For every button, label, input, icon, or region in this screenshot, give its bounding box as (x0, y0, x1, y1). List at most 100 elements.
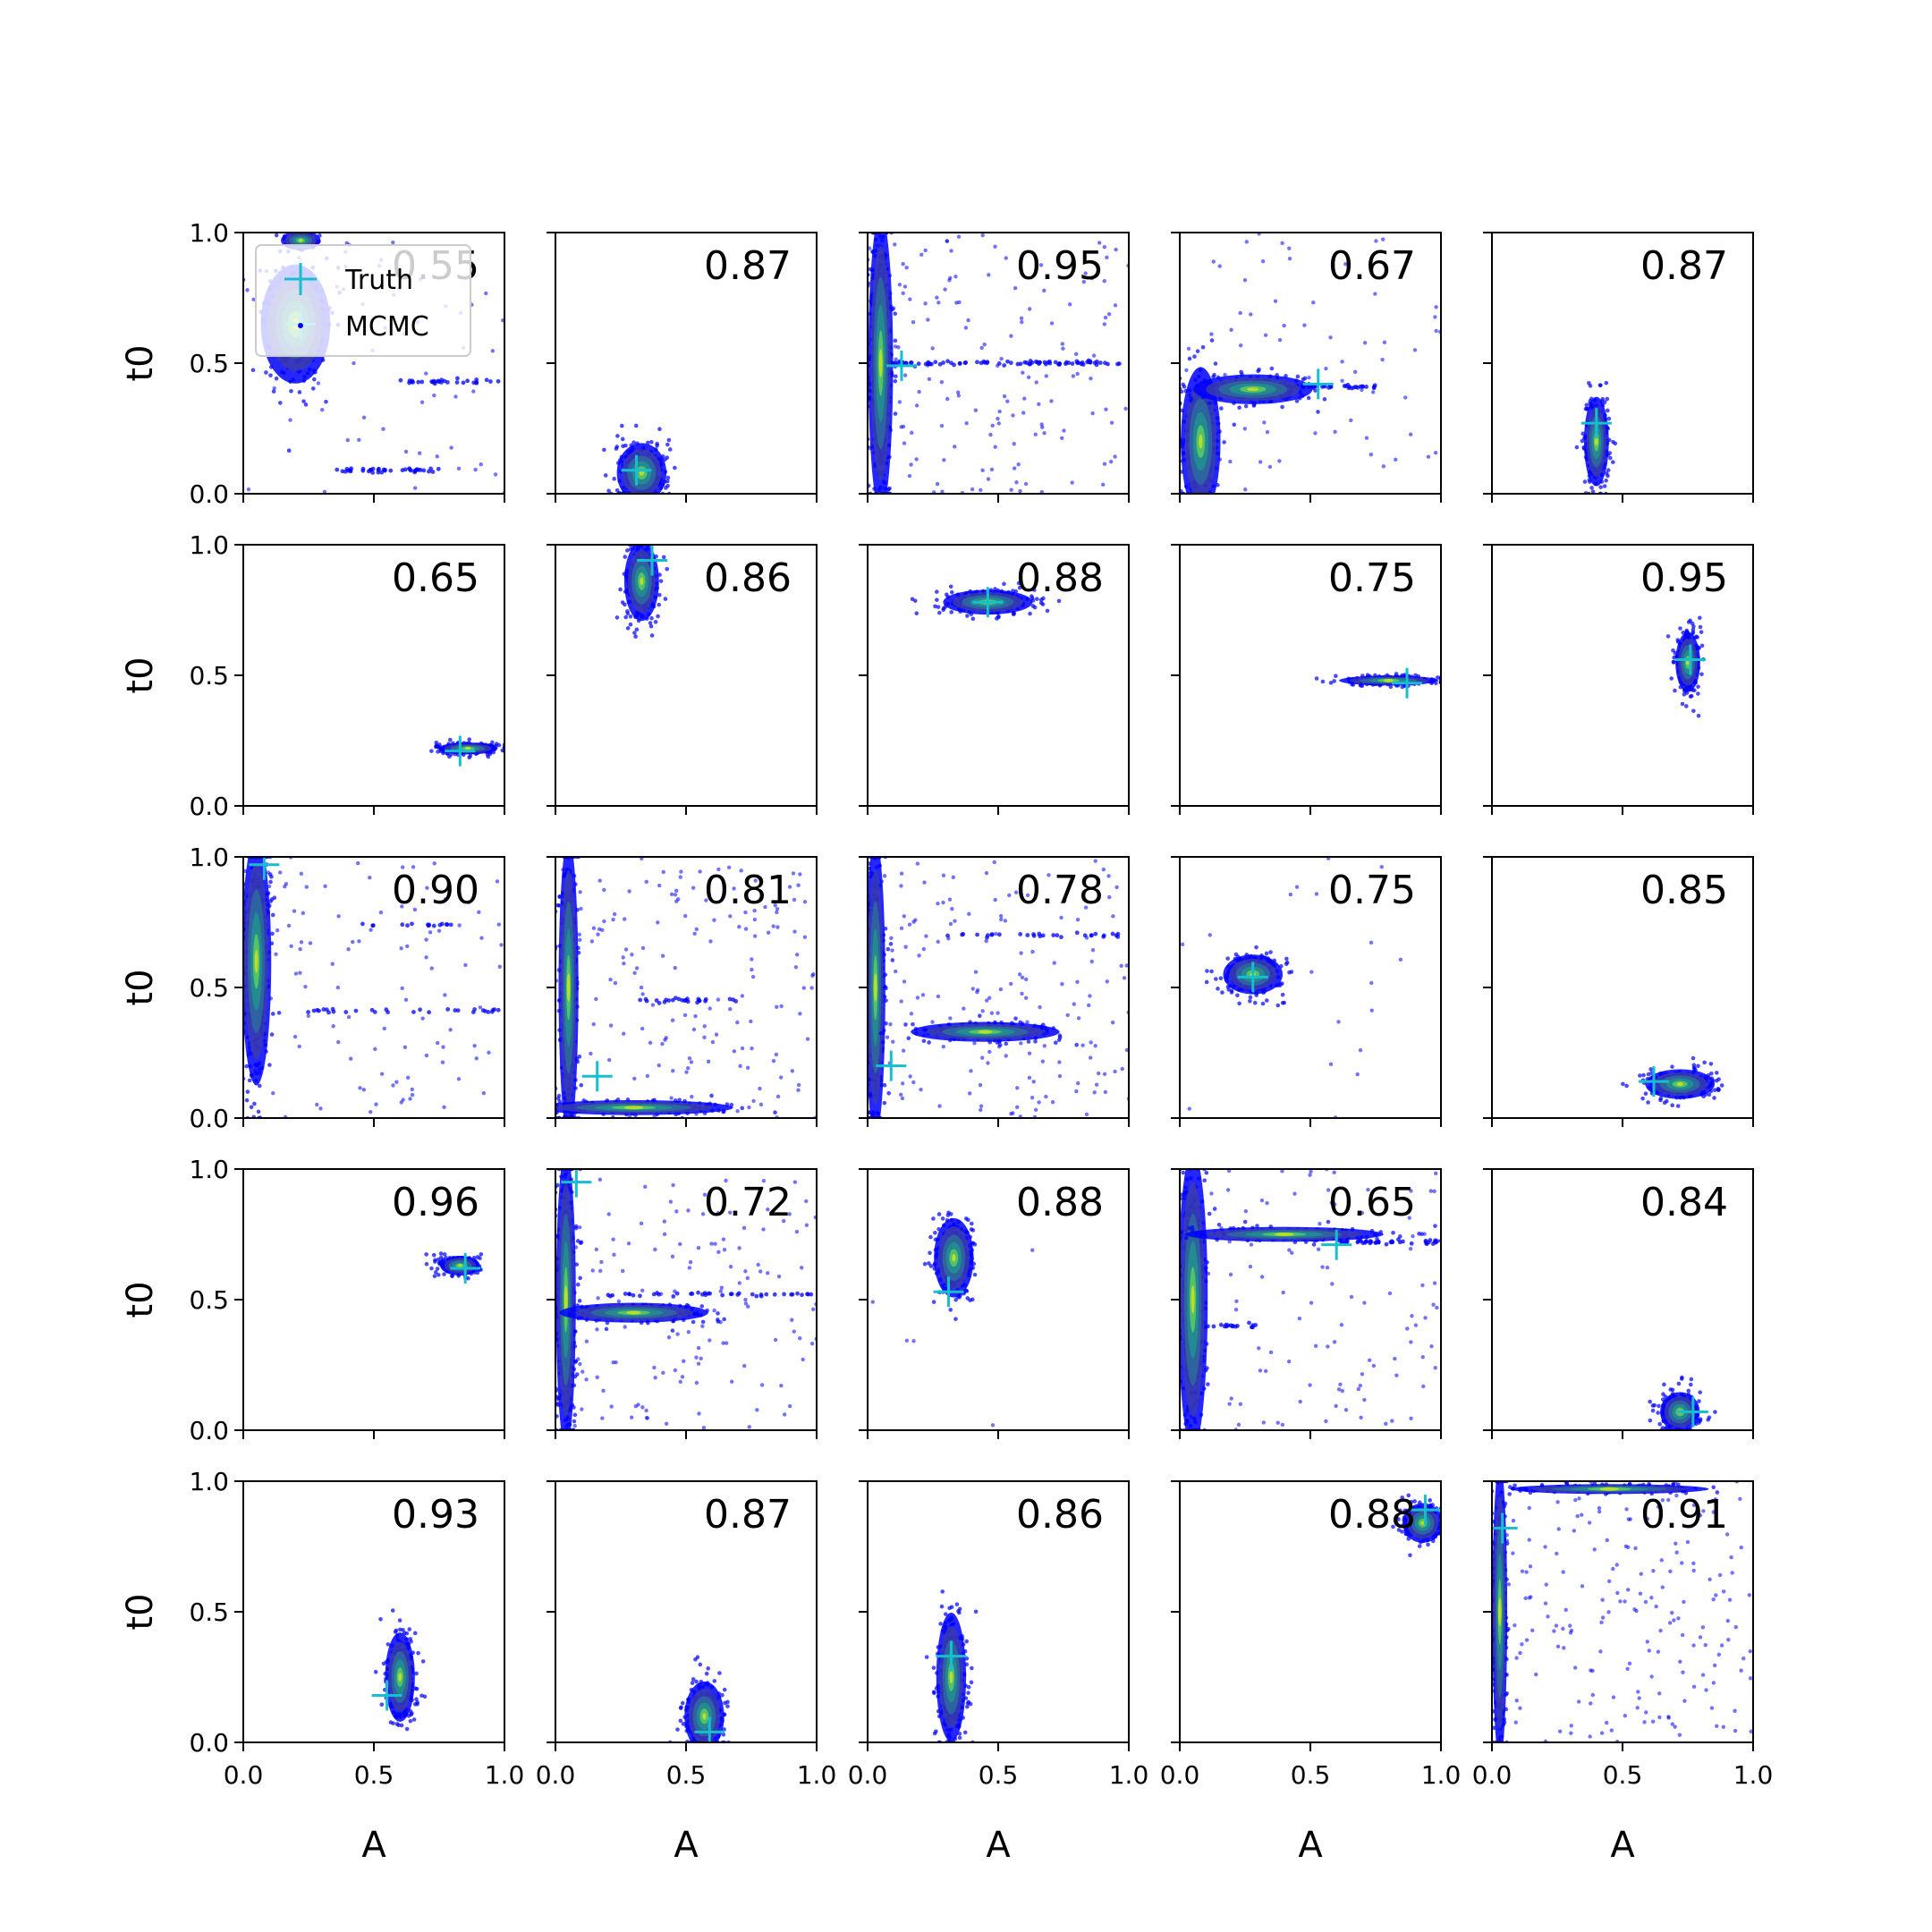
mcmc-point (902, 373, 908, 377)
mcmc-point (357, 939, 361, 944)
mcmc-point (889, 936, 894, 941)
mcmc-point (648, 621, 653, 625)
mcmc-point (1328, 385, 1334, 390)
mcmc-point (778, 1075, 784, 1080)
mcmc-point (1243, 487, 1248, 492)
mcmc-point (901, 291, 905, 296)
mcmc-point (424, 1053, 429, 1058)
mcmc-point (901, 424, 906, 429)
mcmc-point (1238, 343, 1243, 348)
mcmc-point (801, 986, 806, 990)
mcmc-point (773, 1110, 777, 1115)
mcmc-point (400, 904, 404, 909)
mcmc-point (391, 1083, 395, 1088)
mcmc-point (336, 1039, 341, 1045)
mcmc-point (274, 952, 278, 957)
mcmc-point (438, 380, 444, 385)
mcmc-point (478, 1005, 483, 1010)
mcmc-point (496, 378, 501, 384)
mcmc-point (1208, 401, 1212, 405)
mcmc-point (927, 377, 932, 382)
mcmc-point (1022, 396, 1027, 401)
mcmc-point (1114, 885, 1119, 890)
mcmc-point (418, 468, 423, 472)
mcmc-point (335, 985, 341, 990)
mcmc-point (621, 955, 625, 960)
mcmc-point (948, 584, 953, 589)
mcmc-point (633, 634, 638, 640)
mcmc-point (1343, 384, 1349, 388)
mcmc-point (1606, 468, 1611, 472)
mcmc-point (1698, 615, 1702, 621)
mcmc-point (678, 875, 682, 879)
plot-area (868, 233, 1129, 494)
mcmc-point (646, 440, 650, 445)
mcmc-point (979, 487, 983, 493)
mcmc-point (1260, 259, 1266, 264)
mcmc-point (960, 932, 965, 937)
mcmc-point (618, 587, 623, 592)
mcmc-point (496, 1007, 501, 1013)
mcmc-point (1106, 312, 1112, 317)
panel-3-3: 0.78 (859, 856, 1130, 1127)
mcmc-point (495, 879, 500, 884)
mcmc-point (650, 1003, 656, 1007)
mcmc-point (1580, 438, 1585, 444)
mcmc-point (1209, 338, 1215, 343)
mcmc-point (882, 1082, 887, 1088)
mcmc-point (384, 1007, 389, 1013)
mcmc-point (998, 987, 1004, 992)
mcmc-point (735, 1108, 740, 1114)
mcmc-point (409, 893, 414, 897)
mcmc-point (353, 1008, 359, 1013)
mcmc-point (1120, 1066, 1124, 1072)
mcmc-point (1435, 675, 1440, 680)
mcmc-point (1102, 279, 1106, 284)
mcmc-point (1180, 389, 1184, 394)
mcmc-point (1057, 1060, 1062, 1064)
mcmc-point (1111, 914, 1115, 919)
mcmc-point (1696, 684, 1700, 690)
mcmc-point (1688, 618, 1693, 623)
mcmc-point (578, 937, 582, 942)
mcmc-point (752, 917, 758, 922)
mcmc-point (691, 886, 696, 890)
plot-area (429, 735, 504, 767)
mcmc-point (343, 469, 348, 474)
mcmc-point (298, 946, 302, 952)
mcmc-point (1083, 905, 1089, 910)
mcmc-point (436, 466, 441, 471)
mcmc-point (888, 1022, 893, 1027)
mcmc-point (708, 939, 713, 944)
mcmc-point (1211, 375, 1216, 379)
y-axis-label: t0 (120, 344, 161, 381)
mcmc-point (1013, 1016, 1018, 1021)
mcmc-point (1085, 360, 1090, 365)
mcmc-point (286, 923, 292, 928)
mcmc-point (996, 416, 1000, 421)
mcmc-point (1311, 300, 1316, 305)
mcmc-point (1017, 585, 1022, 590)
mcmc-point (1237, 405, 1241, 411)
mcmc-point (622, 917, 627, 921)
mcmc-point (973, 970, 979, 974)
mcmc-point (750, 974, 756, 979)
mcmc-point (1294, 399, 1300, 403)
mcmc-point (1381, 464, 1386, 469)
mcmc-point (682, 1013, 688, 1018)
mcmc-point (907, 922, 912, 927)
mcmc-point (1269, 366, 1275, 371)
mcmc-point (942, 458, 946, 462)
mcmc-point (1244, 240, 1249, 244)
mcmc-point (1019, 1041, 1023, 1046)
mcmc-point (436, 928, 442, 933)
mcmc-point (1052, 961, 1056, 965)
mcmc-point (414, 467, 419, 472)
mcmc-point (289, 944, 293, 949)
mcmc-point (749, 1019, 753, 1024)
mcmc-point (1107, 894, 1112, 900)
mcmc-point (445, 922, 450, 928)
mcmc-point (924, 934, 928, 938)
mcmc-point (1023, 481, 1029, 487)
